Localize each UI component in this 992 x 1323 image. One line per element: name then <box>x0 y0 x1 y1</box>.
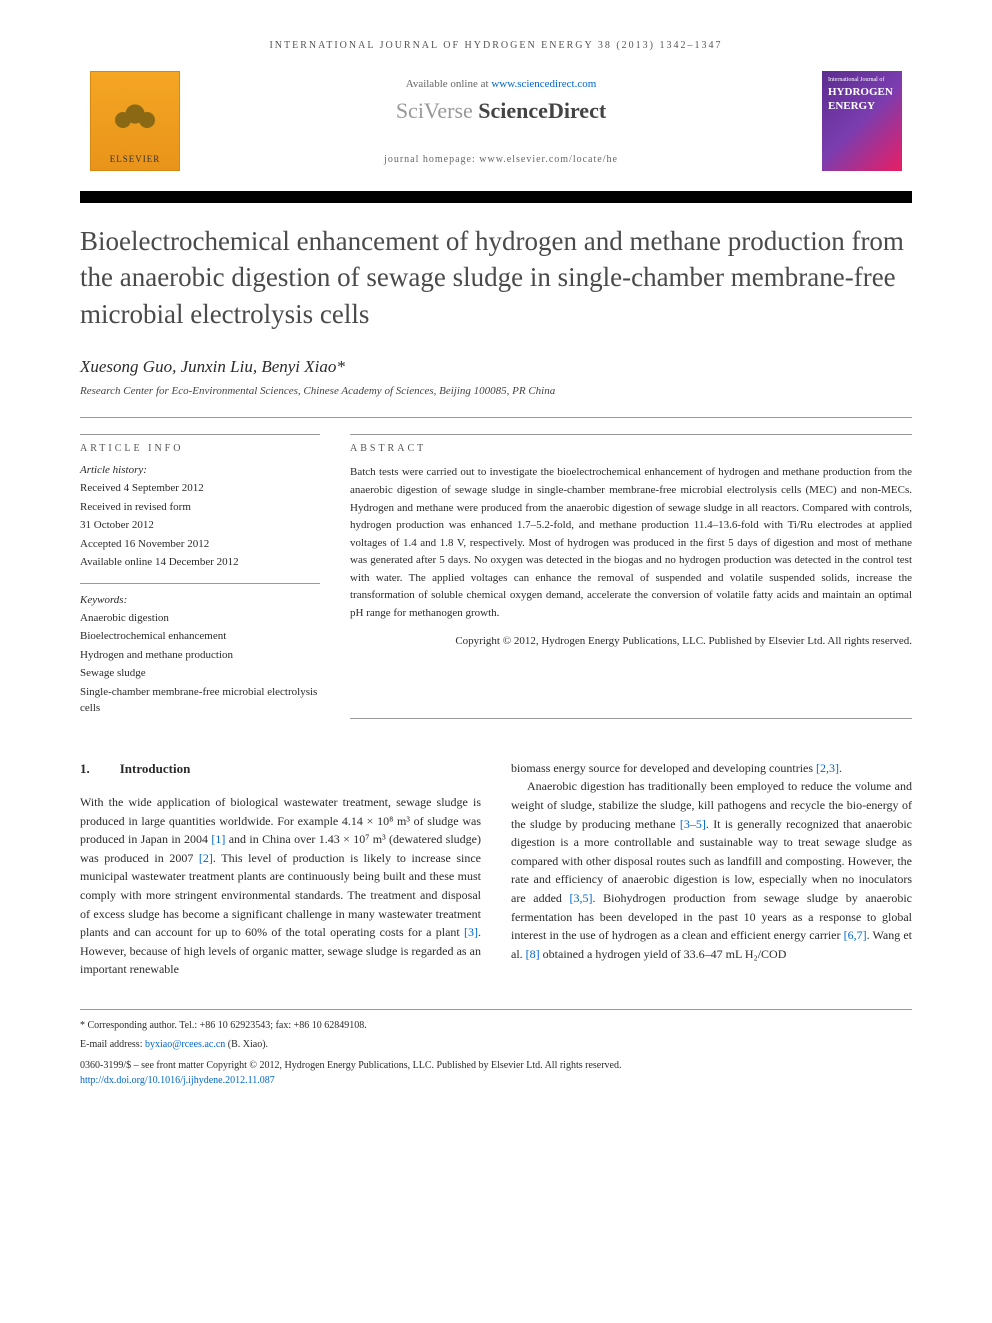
abstract-heading: ABSTRACT <box>350 443 912 454</box>
elsevier-logo[interactable]: ELSEVIER <box>90 71 180 171</box>
section-title: Introduction <box>120 761 191 776</box>
history-accepted: Accepted 16 November 2012 <box>80 536 320 553</box>
body-paragraph: Anaerobic digestion has traditionally be… <box>511 777 912 963</box>
ref-link[interactable]: [2,3] <box>816 761 839 775</box>
ref-link[interactable]: [1] <box>211 832 225 846</box>
article-title: Bioelectrochemical enhancement of hydrog… <box>80 223 912 332</box>
body-text: obtained a hydrogen yield of 33.6–47 mL … <box>540 947 787 961</box>
cover-hydrogen: HYDROGEN <box>828 86 896 98</box>
section-number: 1. <box>80 761 90 776</box>
journal-homepage: journal homepage: www.elsevier.com/locat… <box>180 154 822 165</box>
history-section: Article history: Received 4 September 20… <box>80 464 320 584</box>
top-section: ELSEVIER Available online at www.science… <box>80 71 912 171</box>
ref-link[interactable]: [8] <box>526 947 540 961</box>
email-label: E-mail address: <box>80 1039 145 1050</box>
keywords-section: Keywords: Anaerobic digestion Bioelectro… <box>80 594 320 717</box>
cover-small-text: International Journal of <box>828 77 896 84</box>
ref-link[interactable]: [6,7] <box>844 928 867 942</box>
footer-issn: 0360-3199/$ – see front matter Copyright… <box>80 1058 912 1073</box>
abstract-copyright: Copyright © 2012, Hydrogen Energy Public… <box>350 633 912 650</box>
footer: * Corresponding author. Tel.: +86 10 629… <box>80 1009 912 1088</box>
keyword-item: Single-chamber membrane-free microbial e… <box>80 684 320 717</box>
corresponding-author: * Corresponding author. Tel.: +86 10 629… <box>80 1018 912 1033</box>
email-line: E-mail address: byxiao@rcees.ac.cn (B. X… <box>80 1037 912 1052</box>
email-link[interactable]: byxiao@rcees.ac.cn <box>145 1039 225 1050</box>
available-online: Available online at www.sciencedirect.co… <box>180 78 822 90</box>
section-heading: 1. Introduction <box>80 759 481 779</box>
keyword-item: Anaerobic digestion <box>80 610 320 627</box>
body-text: biomass energy source for developed and … <box>511 761 816 775</box>
body-paragraph: biomass energy source for developed and … <box>511 759 912 778</box>
article-info-box: ARTICLE INFO Article history: Received 4… <box>80 434 320 719</box>
center-info: Available online at www.sciencedirect.co… <box>180 78 822 165</box>
doi-link[interactable]: http://dx.doi.org/10.1016/j.ijhydene.201… <box>80 1075 275 1086</box>
keyword-item: Bioelectrochemical enhancement <box>80 628 320 645</box>
ref-link[interactable]: [3–5] <box>680 817 706 831</box>
body-columns: 1. Introduction With the wide application… <box>80 759 912 979</box>
ref-link[interactable]: [2] <box>199 851 213 865</box>
sciverse-brand: SciVerse ScienceDirect <box>180 98 822 124</box>
sciverse-pre: SciVerse <box>396 98 478 123</box>
elsevier-label: ELSEVIER <box>110 154 161 164</box>
left-column: 1. Introduction With the wide application… <box>80 759 481 979</box>
body-paragraph: With the wide application of biological … <box>80 793 481 979</box>
cover-energy: ENERGY <box>828 100 896 112</box>
keyword-item: Hydrogen and methane production <box>80 647 320 664</box>
right-column: biomass energy source for developed and … <box>511 759 912 979</box>
body-text: . <box>839 761 842 775</box>
journal-header: INTERNATIONAL JOURNAL OF HYDROGEN ENERGY… <box>80 40 912 51</box>
article-info-heading: ARTICLE INFO <box>80 443 320 454</box>
ref-link[interactable]: [3] <box>464 925 478 939</box>
info-abstract-row: ARTICLE INFO Article history: Received 4… <box>80 417 912 719</box>
history-revised1: Received in revised form <box>80 499 320 516</box>
ref-link[interactable]: [3,5] <box>570 891 593 905</box>
elsevier-tree-icon <box>105 90 165 150</box>
email-post: (B. Xiao). <box>225 1039 268 1050</box>
history-label: Article history: <box>80 464 320 476</box>
black-divider-bar <box>80 191 912 203</box>
sciencedirect-link[interactable]: www.sciencedirect.com <box>491 78 596 90</box>
history-online: Available online 14 December 2012 <box>80 554 320 571</box>
available-pre: Available online at <box>406 78 492 90</box>
sciencedirect-bold: ScienceDirect <box>478 98 606 123</box>
abstract-text: Batch tests were carried out to investig… <box>350 464 912 622</box>
history-received: Received 4 September 2012 <box>80 480 320 497</box>
keyword-item: Sewage sludge <box>80 665 320 682</box>
keywords-label: Keywords: <box>80 594 320 606</box>
journal-cover[interactable]: International Journal of HYDROGEN ENERGY <box>822 71 902 171</box>
abstract-box: ABSTRACT Batch tests were carried out to… <box>350 434 912 719</box>
authors: Xuesong Guo, Junxin Liu, Benyi Xiao* <box>80 357 912 377</box>
footer-doi: http://dx.doi.org/10.1016/j.ijhydene.201… <box>80 1073 912 1088</box>
history-revised2: 31 October 2012 <box>80 517 320 534</box>
affiliation: Research Center for Eco-Environmental Sc… <box>80 385 912 397</box>
